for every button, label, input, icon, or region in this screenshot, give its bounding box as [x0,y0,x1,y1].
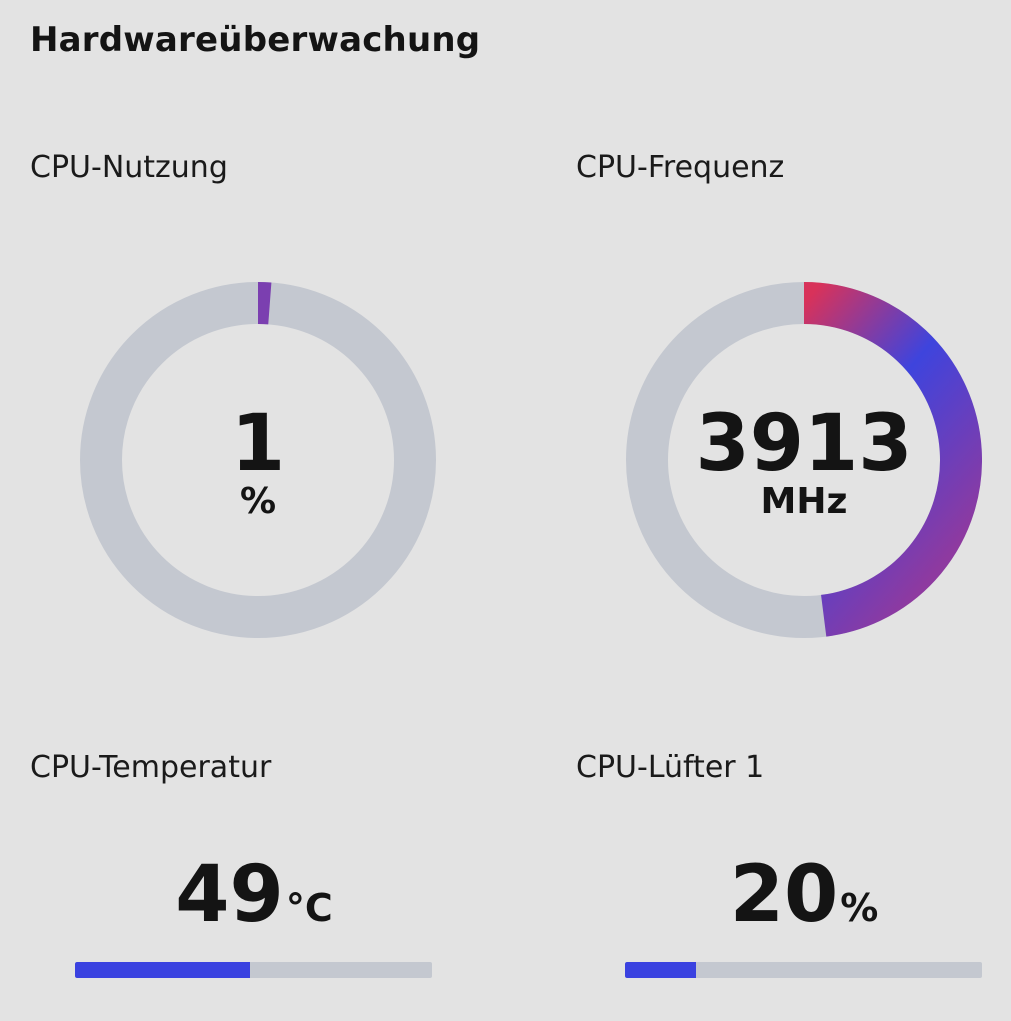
cpu-frequency-value: 3913 [695,399,913,489]
cpu-usage-value: 1 [230,399,286,489]
cpu-fan-bar-fill [625,962,697,978]
cpu-usage-label: CPU-Nutzung [30,150,228,185]
cpu-temperature-label: CPU-Temperatur [30,750,272,785]
cpu-temperature-value: 49 [175,850,284,940]
cpu-temperature-readout: 49°C [75,850,433,940]
cpu-temperature-meter: 49°C [75,850,433,978]
cpu-frequency-ring [626,282,982,638]
cpu-usage-readout: 1 % [80,282,436,638]
cpu-frequency-gauge: 3913 MHz [626,282,982,638]
cpu-fan-unit: % [840,886,879,930]
cpu-temperature-unit: °C [285,886,333,930]
cpu-usage-unit: % [239,481,277,522]
cpu-fan-readout: 20% [625,850,983,940]
cpu-temperature-bar-fill [75,962,250,978]
cpu-usage-ring [80,282,436,638]
cpu-frequency-readout: 3913 MHz [626,282,982,638]
cpu-temperature-bar-track [75,962,432,978]
cpu-frequency-label: CPU-Frequenz [576,150,785,185]
cpu-usage-gauge: 1 % [80,282,436,638]
cpu-fan-label: CPU-Lüfter 1 [576,750,765,785]
cpu-fan-meter: 20% [625,850,983,978]
cpu-frequency-arc [803,282,982,637]
page-title: Hardwareüberwachung [30,20,481,60]
cpu-frequency-unit: MHz [760,481,848,522]
cpu-fan-value: 20 [729,850,839,940]
cpu-fan-bar-track [625,962,982,978]
